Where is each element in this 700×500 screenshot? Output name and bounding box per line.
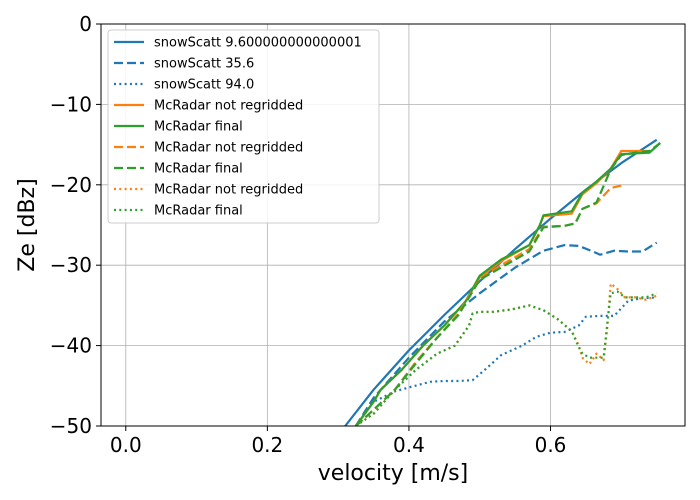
series-line-7 — [355, 142, 661, 426]
legend-label-1: snowScatt 9.600000000000001 — [154, 36, 362, 51]
legend: snowScatt 9.600000000000001 snowScatt 35.… — [107, 29, 380, 224]
axis-ticks: 0.0 0.2 0.4 0.6 0 −10 −20 −30 −40 −50 — [50, 12, 567, 457]
series-line-3 — [354, 296, 657, 426]
plot-frame — [100, 23, 686, 427]
x-axis-label: velocity [m/s] — [318, 461, 468, 486]
series-line-9 — [355, 290, 658, 426]
y-axis-label: Ze [dBz] — [15, 178, 40, 271]
x-tick-label: 0.0 — [110, 433, 142, 457]
x-tick-label: 0.2 — [251, 433, 283, 457]
y-tick-label: −30 — [50, 253, 92, 277]
legend-label-5: McRadar final — [154, 120, 243, 135]
y-tick-label: −20 — [50, 173, 92, 197]
x-tick-label: 0.4 — [393, 433, 425, 457]
series-layer — [344, 138, 661, 426]
y-tick-label: 0 — [79, 12, 92, 36]
legend-label-7: McRadar final — [154, 162, 243, 177]
legend-box — [107, 29, 380, 224]
y-tick-label: −40 — [50, 334, 92, 358]
legend-label-9: McRadar final — [154, 204, 243, 219]
legend-label-3: snowScatt 94.0 — [154, 78, 254, 93]
legend-label-4: McRadar not regridded — [154, 99, 303, 114]
y-tick-label: −50 — [50, 414, 92, 438]
legend-label-6: McRadar not regridded — [154, 141, 303, 156]
x-tick-label: 0.6 — [535, 433, 567, 457]
legend-label-8: McRadar not regridded — [154, 183, 303, 198]
y-tick-label: −10 — [50, 92, 92, 116]
legend-label-2: snowScatt 35.6 — [154, 57, 254, 72]
series-line-2 — [354, 241, 658, 426]
